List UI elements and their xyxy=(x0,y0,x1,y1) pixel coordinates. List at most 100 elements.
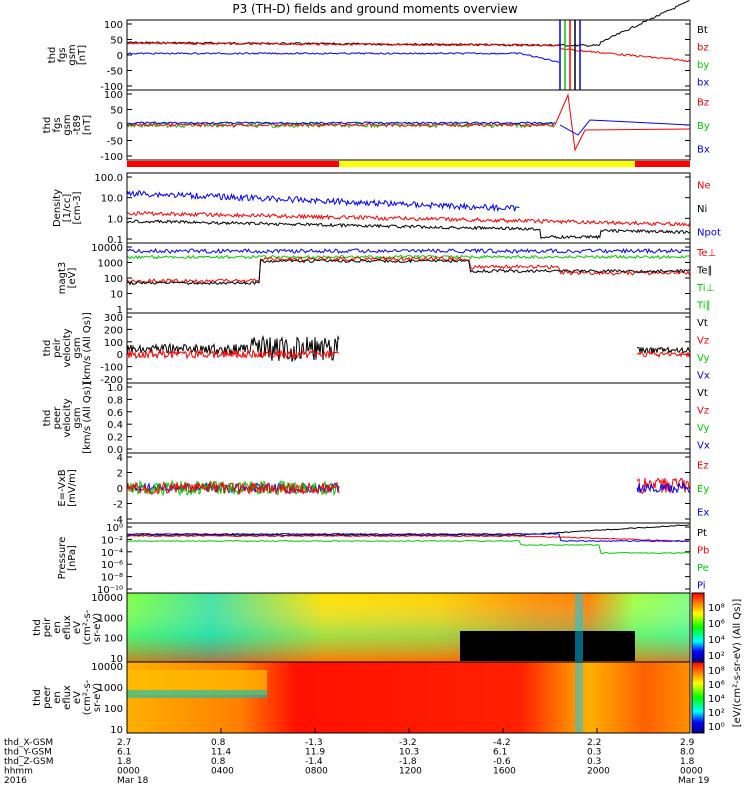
legend-entry: Pb xyxy=(697,545,709,556)
legend-entry: Ti⊥ xyxy=(696,283,714,294)
legend-entry: by xyxy=(697,60,709,71)
y-tick-label: 2 xyxy=(117,469,123,480)
legend-entry: Bt xyxy=(697,25,708,36)
series-Pb xyxy=(126,534,690,542)
x-tick-label: 11.9 xyxy=(305,748,325,758)
y-axis-label: peir xyxy=(42,617,53,637)
y-tick-label: 50 xyxy=(110,36,123,47)
series-group-temp xyxy=(126,247,690,286)
y-axis-label: gsm xyxy=(72,407,83,428)
series-group-efield xyxy=(126,477,691,497)
legend-entry: Vt xyxy=(697,388,708,399)
panel-frame xyxy=(126,242,691,314)
x-tick-label: 2.7 xyxy=(117,738,131,748)
y-tick-label: 0.4 xyxy=(107,420,123,431)
legend-entry: Vx xyxy=(697,440,710,451)
y-tick-label: 100 xyxy=(104,20,123,31)
legend-entry: Ti∥ xyxy=(696,300,711,311)
legend-entry: Ni xyxy=(697,204,707,215)
y-axis-label: sr-eV) xyxy=(92,613,103,642)
panel-temp: 10000 1000 100 10 1 magt3 [eV] Te⊥ Te∥ Ti⊥ Ti∥ xyxy=(57,243,716,316)
region-bar-red xyxy=(635,161,690,167)
colorbar-ion xyxy=(691,592,705,663)
y-axis-label: [eV] xyxy=(67,268,78,289)
series-group-density xyxy=(126,189,691,240)
y-tick-label: 1.0 xyxy=(107,214,123,225)
series-bx xyxy=(126,52,560,63)
series-group-ion-vel xyxy=(126,334,691,362)
y-tick-label: 10⁻² xyxy=(101,535,123,546)
y-axis-label: E=-VxB xyxy=(57,469,68,506)
panel-frame xyxy=(126,19,691,91)
legend-entry: Ez xyxy=(697,461,709,472)
panel-fgs: 100 50 0 -50 -100 thd fgs gsm [nT] Bt bz by bx xyxy=(47,20,709,93)
legend-entry: Vz xyxy=(697,335,709,346)
series-Vz xyxy=(636,350,691,358)
x-tick-label: 2000 xyxy=(587,767,610,777)
series-Pi xyxy=(126,532,690,543)
x-row-label: thd_Z-GSM xyxy=(4,757,53,767)
legend-entry: Vt xyxy=(697,318,708,329)
series-Ex xyxy=(636,481,691,494)
colorbar-electron xyxy=(691,661,705,734)
legend-entry: Te∥ xyxy=(696,265,713,276)
legend-entry: Pt xyxy=(697,528,707,539)
legend-entry: By xyxy=(697,121,710,132)
x-tick-label: 0.3 xyxy=(587,748,601,758)
x-tick-label: 2.9 xyxy=(680,738,695,748)
y-tick-label: 50 xyxy=(110,106,123,117)
series-group-fgs xyxy=(126,0,690,90)
legend-entry: Ex xyxy=(697,507,709,518)
series-Bx xyxy=(126,121,556,125)
series-Pt xyxy=(126,524,690,537)
y-axis-label: gsm xyxy=(72,337,83,358)
y-axis-label: (cm²-s- xyxy=(82,609,93,645)
y-axis-label: Density xyxy=(52,189,63,227)
y-tick-label: 10⁻⁸ xyxy=(101,573,123,584)
y-axis-label: [nT] xyxy=(77,45,88,65)
y-tick-label: 0 xyxy=(117,350,123,361)
colorbar-tick-label: 10⁶ xyxy=(708,619,725,630)
y-tick-label: 10000 xyxy=(91,593,123,604)
y-tick-label: 0.6 xyxy=(107,408,123,419)
legend-entry: Vy xyxy=(697,353,710,364)
x-tick-label: 6.1 xyxy=(493,748,507,758)
y-tick-label: 10.0 xyxy=(101,194,123,205)
colorbar-tick-label: 10⁶ xyxy=(708,680,725,691)
region-bar-yellow xyxy=(339,161,635,167)
y-tick-label: 10 xyxy=(110,725,123,736)
series-Ey xyxy=(126,479,340,497)
colorbar-tick-label: 10² xyxy=(708,651,725,662)
legend-entry: bz xyxy=(697,42,709,53)
series-Ti xyxy=(126,247,690,255)
legend-entry: Ne xyxy=(697,181,711,192)
y-tick-label: 100 xyxy=(104,90,123,101)
series-Te xyxy=(126,256,690,284)
legend-entry: Ey xyxy=(697,484,709,495)
y-axis-label: fgs xyxy=(57,47,68,62)
y-tick-label: 0.2 xyxy=(107,433,123,444)
panel-density: 100.0 10.0 1.0 0.1 Density [1/cc] [cm-3] Ne Ni Np… xyxy=(52,173,721,246)
panel-elec-vel: 1.00.8 0.60.4 0.20.0 thd peer velocity gsm [km/… xyxy=(42,382,710,456)
panel-frame xyxy=(126,89,691,161)
series-Ez xyxy=(636,477,691,494)
legend-entry: Vx xyxy=(697,370,710,381)
y-tick-label: 1000 xyxy=(98,683,123,694)
y-axis-label: [km/s (All Qs)] xyxy=(82,312,93,384)
y-axis-label: eV xyxy=(72,691,83,704)
x-tick-label: 2.2 xyxy=(587,738,601,748)
y-axis-label: (cm²-s- xyxy=(82,679,93,715)
y-axis-label: [km/s (All Qs)] xyxy=(82,382,93,454)
x-tick-label: 1.8 xyxy=(680,757,695,767)
y-axis-label: thd xyxy=(42,340,53,357)
electron-spectrogram-band xyxy=(127,690,267,698)
panel-efield: 4 2 0 -2 -4 E=-VxB [mV/m] Ez Ey Ex xyxy=(57,453,709,526)
x-tick-label: 6.1 xyxy=(117,748,131,758)
x-tick-label: 8.0 xyxy=(680,748,695,758)
x-tick-label: 1200 xyxy=(399,767,422,777)
y-axis-label: thd xyxy=(32,689,43,706)
y-axis-label: [1/cc] xyxy=(62,194,73,223)
y-axis-label: velocity xyxy=(62,328,73,367)
y-tick-label: 4 xyxy=(117,453,123,464)
